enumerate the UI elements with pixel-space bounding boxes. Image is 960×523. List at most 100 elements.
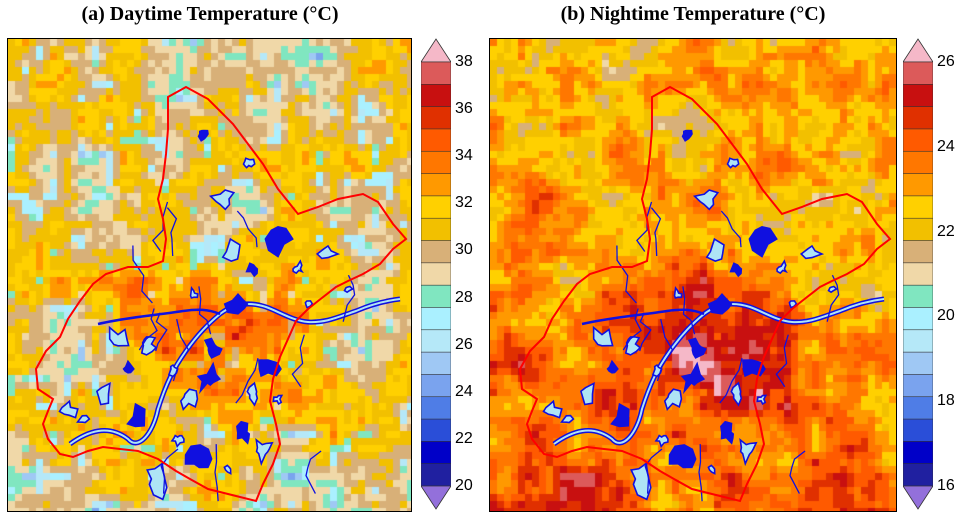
city-boundary [518, 85, 892, 503]
colorbar-tick-label: 16 [937, 477, 955, 494]
colorbar-bin [903, 396, 933, 420]
lake [748, 225, 778, 258]
daytime-colorbar [421, 38, 451, 510]
stream [132, 245, 153, 304]
lake [560, 414, 575, 424]
lake [592, 325, 614, 347]
lake [654, 434, 669, 449]
colorbar-tick-label: 26 [937, 53, 955, 70]
lake [242, 157, 256, 169]
lake [292, 259, 304, 275]
lake [146, 462, 168, 501]
colorbar-bin [421, 240, 451, 264]
stream [214, 444, 219, 502]
colorbar-bin [421, 463, 451, 487]
lake [196, 361, 222, 395]
lake [579, 381, 595, 406]
stream [305, 450, 322, 494]
stream [775, 334, 789, 388]
colorbar-bin [903, 284, 933, 309]
stream [138, 308, 158, 351]
lake [197, 129, 209, 142]
colorbar-bin [421, 396, 451, 420]
colorbar-bin [903, 84, 933, 108]
colorbar-bin [421, 106, 451, 130]
colorbar-tick-label: 20 [937, 307, 955, 325]
lake [184, 444, 213, 469]
nighttime-colorbar-graphic [903, 38, 933, 510]
nighttime-overlay [518, 85, 892, 503]
stream [650, 207, 662, 257]
stream [636, 201, 653, 252]
colorbar-bin [903, 441, 933, 465]
colorbar-bin [421, 329, 451, 353]
colorbar-bin [903, 463, 933, 487]
lake [315, 244, 341, 260]
stream [236, 210, 258, 248]
colorbar-bin [421, 418, 451, 442]
colorbar-bin [903, 418, 933, 442]
colorbar-bin [421, 217, 451, 242]
daytime-overlay [34, 85, 408, 503]
lake [663, 388, 683, 411]
lake [680, 361, 706, 395]
lake [610, 402, 630, 428]
lake [606, 359, 619, 374]
lake [189, 285, 199, 299]
tributary-river [581, 308, 705, 326]
colorbar-tick-label: 34 [455, 147, 473, 165]
lake [236, 420, 251, 445]
colorbar-bin [903, 307, 933, 331]
stream [639, 312, 652, 352]
colorbar-bin [421, 195, 451, 219]
colorbar-bin [903, 240, 933, 264]
stream [719, 357, 743, 404]
daytime-temperature-raster [8, 39, 411, 511]
colorbar-bin [903, 150, 933, 175]
stream [826, 274, 840, 322]
colorbar-bin [903, 374, 933, 398]
panel-a-title: (a) Daytime Temperature (°C) [81, 3, 339, 25]
lake [739, 438, 758, 467]
lake [827, 285, 838, 294]
lake [221, 237, 241, 262]
colorbar-bin [421, 374, 451, 398]
colorbar-tick-label: 20 [455, 477, 473, 494]
lake [687, 337, 707, 359]
lake [542, 399, 563, 419]
colorbar-bin [421, 84, 451, 108]
colorbar-bin [903, 329, 933, 353]
stream [622, 308, 642, 351]
lake [126, 402, 146, 428]
lake [223, 464, 232, 475]
colorbar-tick-label: 38 [455, 53, 473, 70]
colorbar-bin [421, 262, 451, 286]
stream [720, 210, 742, 248]
colorbar-bin [903, 106, 933, 130]
colorbar-tick-label: 30 [455, 241, 473, 259]
lake [245, 262, 259, 278]
colorbar-bin [421, 351, 451, 376]
stream [172, 318, 190, 382]
lake [668, 444, 697, 469]
panel-b-title: (b) Nightime Temperature (°C) [560, 3, 826, 25]
lake [170, 434, 185, 449]
colorbar-tick-label: 36 [455, 100, 473, 118]
nighttime-temperature-raster [490, 39, 896, 511]
stream [291, 334, 305, 388]
colorbar-bin [903, 173, 933, 197]
stream [616, 245, 637, 304]
lake [681, 129, 693, 142]
stream [160, 448, 179, 494]
lake [343, 285, 354, 294]
lake [272, 394, 284, 406]
lake [720, 420, 735, 445]
colorbar-bin [903, 195, 933, 219]
lake [729, 262, 743, 278]
colorbar-tick-label: 18 [937, 392, 955, 410]
lake [255, 438, 274, 467]
stream [198, 286, 212, 335]
colorbar-bin [421, 307, 451, 331]
daytime-colorbar-graphic [421, 38, 451, 510]
lake [208, 189, 236, 211]
